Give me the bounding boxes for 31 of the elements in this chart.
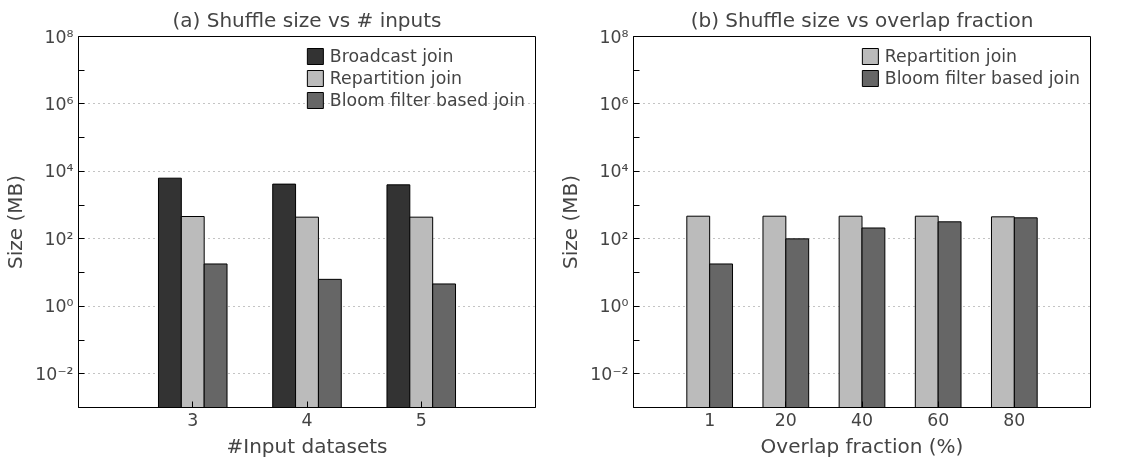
chart-title: (a) Shuffle size vs # inputs [172,7,442,32]
x-tick-label: 40 [850,409,874,430]
legend-label: Repartition join [884,46,1018,66]
x-tick-label: 3 [187,409,199,430]
x-tick-label: 20 [774,409,797,430]
legend-label: Bloom filter based join [329,90,525,110]
y-tick-label: 10⁸ [44,26,74,47]
y-tick-label: 10⁴ [599,161,629,182]
x-tick-label: 4 [301,409,313,430]
y-tick-label: 10⁻² [590,363,629,384]
x-tick-label: 1 [704,409,716,430]
x-tick-label: 80 [1003,409,1026,430]
y-tick-label: 10⁰ [44,296,74,317]
y-axis-title: Size (MB) [3,175,28,269]
y-tick-label: 10⁶ [44,93,74,114]
y-tick-label: 10⁴ [44,161,74,182]
legend-label: Broadcast join [329,46,454,66]
y-tick-label: 10⁰ [599,296,629,317]
x-tick-label: 60 [927,409,950,430]
y-tick-label: 10⁶ [599,93,629,114]
y-axis-title: Size (MB) [558,175,583,269]
y-tick-label: 10⁻² [35,363,74,384]
chart-title: (b) Shuffle size vs overlap fraction [690,7,1034,32]
y-tick-label: 10² [599,228,629,249]
legend-label: Bloom filter based join [884,68,1080,88]
x-axis-title: Overlap fraction (%) [760,433,964,458]
y-tick-label: 10² [44,228,74,249]
x-axis-title: #Input datasets [226,433,388,458]
y-tick-label: 10⁸ [599,26,629,47]
x-tick-label: 5 [415,409,427,430]
legend-label: Repartition join [329,68,463,88]
